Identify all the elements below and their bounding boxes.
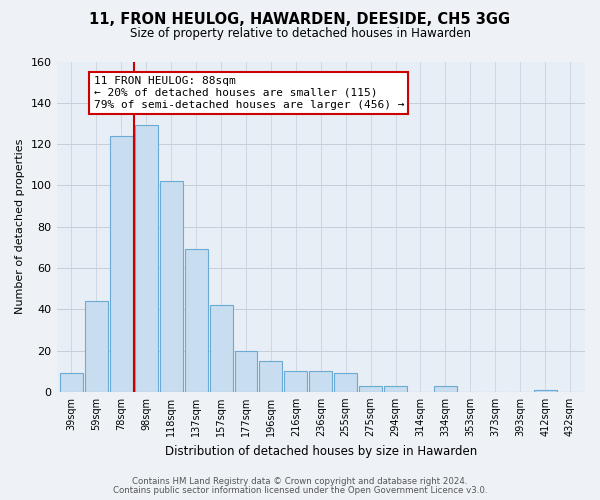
Text: Size of property relative to detached houses in Hawarden: Size of property relative to detached ho… [130,28,470,40]
Bar [310,371,332,392]
Text: 11 FRON HEULOG: 88sqm
← 20% of detached houses are smaller (115)
79% of semi-det: 11 FRON HEULOG: 88sqm ← 20% of detached … [94,76,404,110]
Bar [85,301,108,392]
Bar [160,181,182,392]
Bar [334,373,357,392]
Bar [434,386,457,392]
X-axis label: Distribution of detached houses by size in Hawarden: Distribution of detached houses by size … [164,444,477,458]
Text: Contains HM Land Registry data © Crown copyright and database right 2024.: Contains HM Land Registry data © Crown c… [132,477,468,486]
Bar [533,390,557,392]
Bar [209,305,233,392]
Bar [284,371,307,392]
Text: 11, FRON HEULOG, HAWARDEN, DEESIDE, CH5 3GG: 11, FRON HEULOG, HAWARDEN, DEESIDE, CH5 … [89,12,511,28]
Bar [60,373,83,392]
Y-axis label: Number of detached properties: Number of detached properties [15,139,25,314]
Bar [384,386,407,392]
Bar [110,136,133,392]
Bar [259,361,283,392]
Text: Contains public sector information licensed under the Open Government Licence v3: Contains public sector information licen… [113,486,487,495]
Bar [235,350,257,392]
Bar [185,250,208,392]
Bar [135,126,158,392]
Bar [359,386,382,392]
